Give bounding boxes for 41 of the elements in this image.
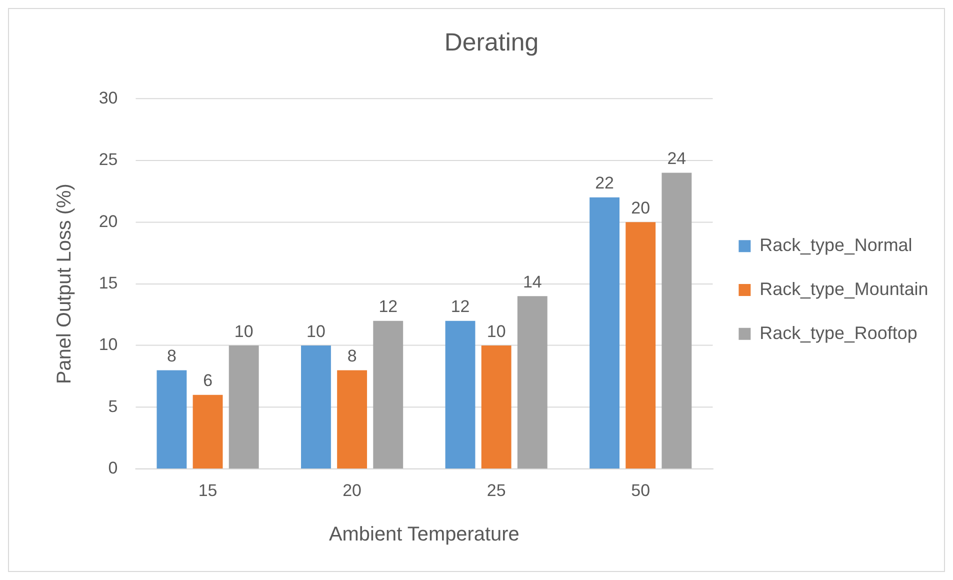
data-label: 10 [234, 322, 254, 341]
data-label: 12 [450, 297, 470, 316]
x-axis-title: Ambient Temperature [329, 524, 520, 546]
x-tick-label: 25 [486, 480, 506, 500]
y-tick-label: 30 [98, 88, 118, 108]
x-tick-label: 50 [631, 480, 650, 500]
legend-label: Rack_type_Mountain [760, 278, 928, 299]
legend-label: Rack_type_Rooftop [760, 322, 918, 343]
y-tick-label: 15 [98, 274, 118, 292]
data-label: 8 [347, 346, 357, 366]
chart-title: Derating [444, 28, 539, 57]
y-tick-label: 0 [108, 458, 118, 478]
bar [192, 394, 223, 468]
x-tick-label: 15 [198, 480, 218, 500]
data-label: 12 [378, 297, 398, 316]
bar [445, 320, 476, 468]
bar [481, 346, 512, 468]
data-label: 10 [306, 322, 326, 341]
legend-label: Rack_type_Normal [760, 235, 912, 256]
y-tick-label: 20 [98, 212, 118, 231]
data-label: 22 [595, 174, 614, 193]
data-label: 8 [166, 346, 176, 366]
data-label: 6 [203, 371, 212, 390]
bar [662, 172, 692, 468]
y-tick-label: 10 [98, 335, 118, 354]
y-tick-label: 5 [108, 396, 118, 416]
data-label: 10 [486, 322, 506, 341]
bar [156, 370, 187, 468]
bar [590, 197, 620, 468]
data-label: 20 [631, 198, 650, 218]
data-label: 24 [667, 148, 686, 168]
y-tick-label: 25 [98, 150, 118, 170]
x-tick-label: 20 [342, 480, 362, 500]
bar [626, 222, 656, 468]
data-label: 14 [522, 272, 542, 292]
bar [228, 346, 259, 468]
y-axis-title: Panel Output Loss (%) [53, 184, 76, 384]
bar [517, 296, 548, 468]
bar [337, 370, 368, 468]
bar [301, 346, 331, 468]
bar [373, 320, 404, 468]
